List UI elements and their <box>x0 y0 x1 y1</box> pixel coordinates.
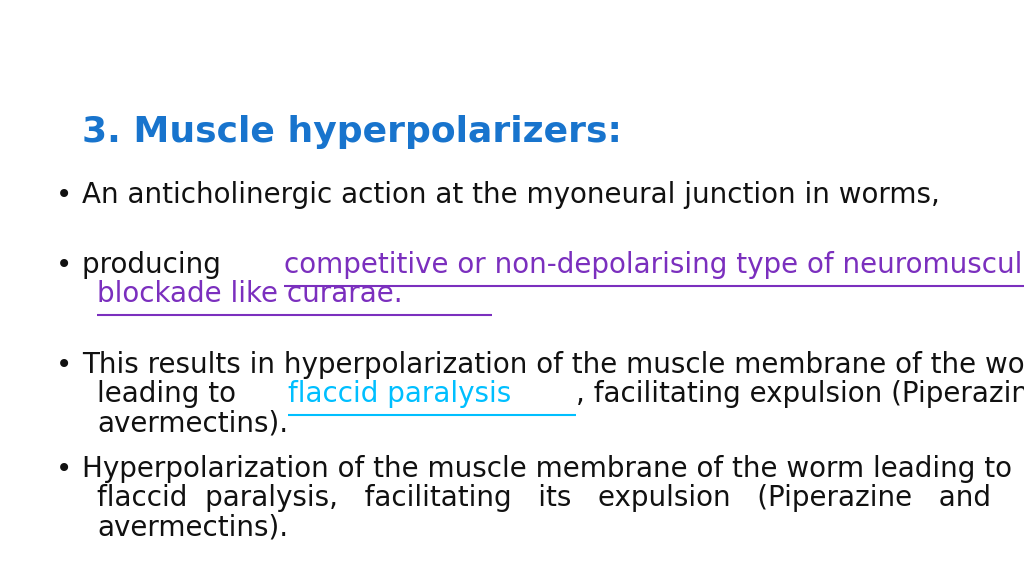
Text: , facilitating expulsion (Piperazine and: , facilitating expulsion (Piperazine and <box>577 380 1024 408</box>
Text: leading to: leading to <box>97 380 245 408</box>
Text: flaccid  paralysis,   facilitating   its   expulsion   (Piperazine   and: flaccid paralysis, facilitating its expu… <box>97 484 991 512</box>
Text: producing: producing <box>82 251 239 279</box>
Text: •: • <box>56 251 73 279</box>
Text: competitive or non-depolarising type of neuromuscular: competitive or non-depolarising type of … <box>284 251 1024 279</box>
Text: avermectins).: avermectins). <box>97 513 289 541</box>
Text: An anticholinergic action at the myoneural junction in worms,: An anticholinergic action at the myoneur… <box>82 181 940 210</box>
Text: •: • <box>56 181 73 210</box>
Text: 3. Muscle hyperpolarizers:: 3. Muscle hyperpolarizers: <box>82 115 622 149</box>
Text: Hyperpolarization of the muscle membrane of the worm leading to: Hyperpolarization of the muscle membrane… <box>82 455 1012 483</box>
Text: This results in hyperpolarization of the muscle membrane of the worm: This results in hyperpolarization of the… <box>82 351 1024 380</box>
Text: •: • <box>56 455 73 483</box>
Text: blockade like curarae.: blockade like curarae. <box>97 279 402 308</box>
Text: •: • <box>56 351 73 380</box>
Text: avermectins).: avermectins). <box>97 410 289 437</box>
Text: flaccid paralysis: flaccid paralysis <box>288 380 511 408</box>
